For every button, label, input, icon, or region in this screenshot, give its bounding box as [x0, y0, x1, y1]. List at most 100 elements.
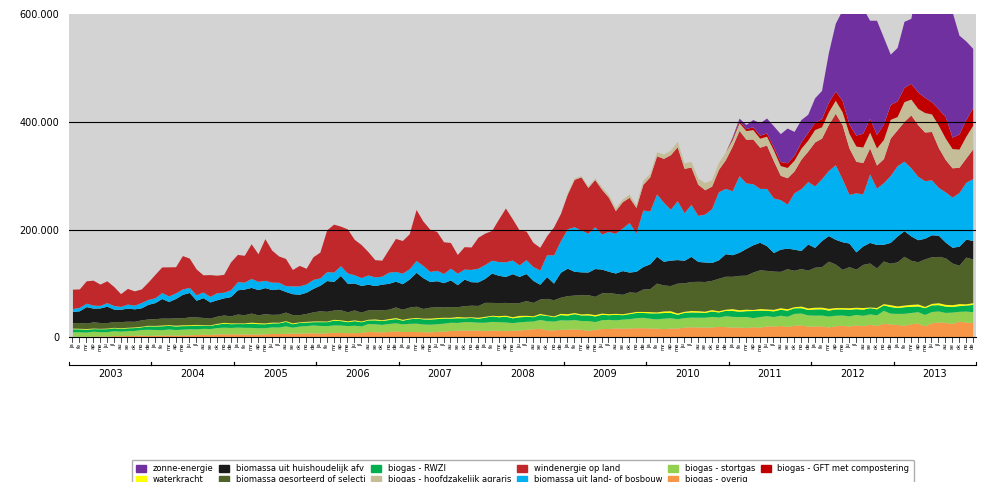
Text: de: de: [393, 343, 398, 349]
Text: mr: mr: [84, 343, 89, 350]
Text: mr: mr: [331, 343, 336, 350]
Text: ju: ju: [681, 343, 686, 348]
Text: se: se: [867, 343, 873, 349]
Text: se: se: [785, 343, 790, 349]
Text: ap: ap: [750, 343, 755, 349]
Text: jl: jl: [524, 343, 528, 346]
Text: no: no: [880, 343, 885, 349]
Text: jl: jl: [359, 343, 364, 346]
Text: ok: ok: [626, 343, 632, 349]
Text: fe: fe: [654, 343, 659, 348]
Text: me: me: [98, 343, 103, 351]
Text: me: me: [262, 343, 267, 351]
Text: ap: ap: [833, 343, 838, 349]
Text: ja: ja: [565, 343, 570, 348]
Text: de: de: [887, 343, 892, 349]
Text: fe: fe: [77, 343, 82, 348]
Text: ap: ap: [668, 343, 672, 349]
Text: mr: mr: [248, 343, 253, 350]
Text: no: no: [963, 343, 968, 349]
Text: mr: mr: [661, 343, 666, 350]
Text: ja: ja: [894, 343, 899, 348]
Text: no: no: [716, 343, 721, 349]
Legend: zonne-energie, waterkracht, biomassa uit huishoudelijk afv, biomassa gesorteerd : zonne-energie, waterkracht, biomassa uit…: [131, 460, 914, 482]
Text: 2011: 2011: [757, 369, 782, 379]
Text: me: me: [427, 343, 432, 351]
Text: au: au: [530, 343, 535, 349]
Text: fe: fe: [737, 343, 741, 348]
Text: ja: ja: [730, 343, 735, 348]
Text: no: no: [221, 343, 226, 349]
Text: fe: fe: [324, 343, 329, 348]
Text: jl: jl: [606, 343, 611, 346]
Text: se: se: [207, 343, 212, 349]
Text: de: de: [146, 343, 151, 349]
Text: ok: ok: [380, 343, 385, 349]
Text: no: no: [799, 343, 804, 349]
Text: 2009: 2009: [593, 369, 617, 379]
Text: se: se: [950, 343, 954, 349]
Text: no: no: [633, 343, 639, 349]
Text: me: me: [593, 343, 598, 351]
Text: mr: mr: [167, 343, 172, 350]
Text: ap: ap: [91, 343, 96, 349]
Text: au: au: [283, 343, 288, 349]
Text: ju: ju: [352, 343, 357, 348]
Text: no: no: [551, 343, 556, 349]
Text: ja: ja: [153, 343, 158, 348]
Text: jl: jl: [688, 343, 693, 346]
Text: mr: mr: [496, 343, 501, 350]
Text: mr: mr: [908, 343, 913, 350]
Text: se: se: [620, 343, 625, 349]
Text: me: me: [510, 343, 515, 351]
Text: ju: ju: [929, 343, 934, 348]
Text: jl: jl: [193, 343, 198, 346]
Text: de: de: [970, 343, 975, 349]
Text: ju: ju: [434, 343, 439, 348]
Text: 2012: 2012: [840, 369, 865, 379]
Text: ap: ap: [338, 343, 343, 349]
Text: au: au: [366, 343, 371, 349]
Text: au: au: [778, 343, 783, 349]
Text: ap: ap: [420, 343, 425, 349]
Text: jl: jl: [853, 343, 859, 346]
Text: me: me: [922, 343, 927, 351]
Text: de: de: [806, 343, 810, 349]
Text: fe: fe: [160, 343, 165, 348]
Text: se: se: [373, 343, 378, 349]
Text: no: no: [139, 343, 144, 349]
Text: me: me: [345, 343, 350, 351]
Text: ap: ap: [915, 343, 920, 349]
Text: ju: ju: [599, 343, 604, 348]
Text: ja: ja: [70, 343, 75, 348]
Text: mr: mr: [826, 343, 831, 350]
Text: au: au: [448, 343, 453, 349]
Text: ap: ap: [586, 343, 591, 349]
Text: ju: ju: [269, 343, 274, 348]
Text: ja: ja: [812, 343, 817, 348]
Text: ap: ap: [173, 343, 178, 349]
Text: au: au: [860, 343, 866, 349]
Text: me: me: [840, 343, 845, 351]
Text: no: no: [468, 343, 473, 349]
Text: au: au: [695, 343, 700, 349]
Text: jl: jl: [936, 343, 941, 346]
Text: ja: ja: [647, 343, 652, 348]
Text: ja: ja: [317, 343, 322, 348]
Text: 2005: 2005: [263, 369, 288, 379]
Text: se: se: [455, 343, 459, 349]
Text: ap: ap: [503, 343, 508, 349]
Text: ok: ok: [214, 343, 219, 349]
Text: fe: fe: [242, 343, 246, 348]
Text: 2013: 2013: [923, 369, 948, 379]
Text: 2008: 2008: [511, 369, 534, 379]
Text: au: au: [613, 343, 618, 349]
Text: jl: jl: [276, 343, 281, 346]
Text: de: de: [228, 343, 233, 349]
Text: ju: ju: [105, 343, 109, 348]
Text: no: no: [304, 343, 309, 349]
Text: ju: ju: [517, 343, 522, 348]
Text: ok: ok: [709, 343, 714, 349]
Text: ok: ok: [461, 343, 466, 349]
Text: jl: jl: [441, 343, 446, 346]
